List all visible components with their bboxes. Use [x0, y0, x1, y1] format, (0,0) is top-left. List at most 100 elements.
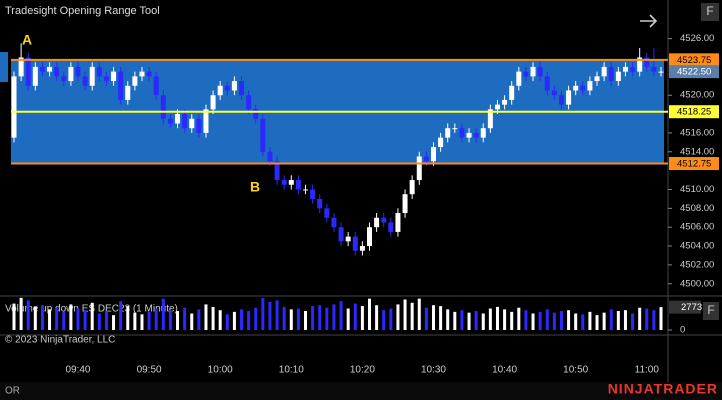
candle-body: [196, 118, 202, 133]
candle-body: [587, 81, 593, 91]
candle-body: [317, 198, 323, 209]
panel-button[interactable]: [703, 302, 719, 320]
panel-button[interactable]: [701, 3, 719, 21]
candle-body: [516, 71, 522, 86]
volume-bar: [112, 315, 116, 330]
candle-body: [637, 57, 643, 72]
candle-body: [615, 71, 621, 82]
candle-body: [231, 81, 237, 91]
candle-body: [423, 156, 429, 162]
candle-body: [189, 118, 195, 129]
panel-button-label[interactable]: F: [707, 303, 714, 317]
candle-body: [118, 71, 124, 100]
volume-bar: [126, 306, 130, 330]
candle-body: [367, 227, 372, 247]
volume-bar: [396, 304, 400, 330]
y-tick-label: 4516.00: [680, 127, 714, 138]
candle-body: [239, 81, 245, 96]
volume-bar: [104, 311, 108, 330]
y-tick-label: 4520.00: [680, 90, 714, 101]
candle-body: [622, 66, 628, 72]
volume-bar: [275, 300, 279, 330]
candle-body: [82, 76, 88, 86]
y-tick-label: 4514.00: [680, 146, 714, 157]
volume-bar: [296, 308, 300, 330]
candle-body: [96, 66, 102, 77]
x-tick-label: 10:00: [208, 365, 233, 376]
volume-bar: [581, 314, 585, 330]
volume-marker-label: 2773: [681, 302, 702, 313]
candle-body: [103, 76, 109, 82]
volume-bar: [609, 309, 613, 330]
candle-body: [459, 128, 465, 138]
candle-body: [18, 57, 24, 77]
volume-bar: [495, 306, 499, 330]
candle-body: [61, 76, 67, 82]
candle-body: [466, 132, 472, 138]
candle-body: [246, 95, 252, 110]
volume-bar: [659, 307, 663, 330]
volume-bar: [197, 309, 201, 330]
candle-body: [217, 85, 223, 96]
candle-body: [416, 156, 422, 181]
candle-body: [580, 85, 586, 91]
y-tick-label: 4504.00: [680, 241, 714, 252]
volume-bar: [26, 300, 30, 330]
volume-bar: [218, 310, 222, 330]
candle-body: [253, 109, 259, 119]
volume-bar: [346, 308, 350, 330]
volume-bar: [538, 311, 542, 330]
volume-bar: [645, 308, 649, 330]
candle-body: [281, 180, 287, 185]
volume-bar: [652, 310, 656, 330]
candle-body: [573, 85, 579, 91]
candle-body: [224, 85, 230, 91]
volume-bar: [147, 311, 151, 330]
x-tick-label: 10:30: [421, 365, 446, 376]
volume-bar: [289, 309, 293, 330]
volume-bar: [439, 306, 443, 330]
volume-bar: [268, 301, 272, 330]
volume-bar: [623, 310, 627, 330]
panel-button-label[interactable]: F: [706, 4, 713, 18]
candle-body: [551, 90, 557, 96]
volume-bar: [140, 314, 144, 330]
candle-body: [132, 76, 138, 86]
price-marker: [669, 53, 719, 67]
candle-body: [54, 66, 60, 77]
candle-body: [310, 189, 316, 199]
candle-body: [537, 66, 543, 77]
volume-bar: [360, 306, 364, 330]
candle-body: [374, 217, 380, 228]
volume-bar: [531, 313, 535, 330]
volume-bar: [176, 311, 180, 330]
volume-bar: [410, 302, 414, 330]
y-tick-label: 4510.00: [680, 184, 714, 195]
volume-tick-label: 0: [680, 325, 685, 336]
volume-bar: [574, 313, 578, 330]
candle-body: [352, 236, 358, 251]
volume-bar: [339, 301, 343, 330]
scroll-arrow[interactable]: [640, 14, 658, 28]
candle-body: [345, 236, 351, 242]
candle-body: [644, 57, 650, 67]
candle-body: [409, 180, 415, 195]
volume-bar: [510, 311, 514, 330]
candle-body: [381, 217, 387, 223]
volume-bar: [97, 313, 101, 330]
volume-bar: [19, 297, 23, 330]
candle-body: [139, 71, 145, 77]
volume-bar: [225, 314, 229, 330]
candle-body: [473, 132, 479, 138]
x-tick-label: 10:40: [492, 365, 517, 376]
candle-body: [146, 71, 152, 77]
candle-body: [260, 118, 266, 152]
candle-body: [338, 227, 344, 242]
candle-body: [438, 137, 444, 148]
volume-bar: [12, 303, 16, 330]
price-marker-label: 4512.75: [677, 159, 711, 170]
candle-body: [39, 66, 45, 72]
candle-body: [487, 109, 493, 129]
x-tick-label: 09:50: [137, 365, 162, 376]
